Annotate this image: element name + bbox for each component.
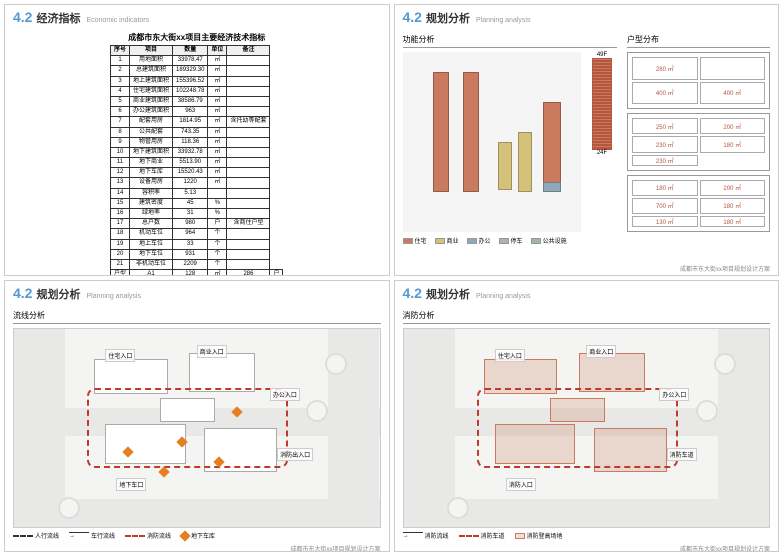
strip-label: 24F [587,150,617,156]
floorplan-box: 250 ㎡200 ㎡230 ㎡180 ㎡230 ㎡ [627,113,770,170]
tower-block [498,142,512,190]
floorplan-unit: 700 ㎡ [632,198,698,214]
table-title: 成都市东大街xx项目主要经济技术指标 [13,32,381,43]
tower-elevation-strip: 49F 24F [587,52,617,232]
floorplan-unit: 400 ㎡ [700,82,766,105]
section-number: 4.2 [403,285,422,301]
floor-plans: 280 ㎡400 ㎡400 ㎡250 ㎡200 ㎡230 ㎡180 ㎡230 ㎡… [627,52,770,232]
section-title: 规划分析 [36,286,80,302]
panel-content: 功能分析 49F 24F 住宅商业办公停车公共设施 户型分布 280 ㎡400 … [395,30,779,262]
building-footprint [189,353,255,393]
subheader-floorplan: 户型分布 [627,32,770,48]
panel-fire: 4.2 规划分析 Planning analysis 消防分析 住宅入口 商业入口… [394,280,780,552]
floorplan-unit: 180 ㎡ [632,180,698,196]
section-number: 4.2 [13,285,32,301]
legend: 住宅商业办公停车公共设施 [403,236,618,245]
section-sub: Planning analysis [86,293,140,300]
tower-block [463,72,479,192]
site-plan: 住宅入口 商业入口办公入口消防出入口地下车口 [13,328,381,528]
legend-item: 商业 [435,236,459,245]
panel-economic: 4.2 经济指标 Economic indicators 成都市东大街xx项目主… [4,4,390,276]
legend-item: 停车 [499,236,523,245]
floorplan-unit: 180 ㎡ [700,136,766,152]
panel-function: 4.2 规划分析 Planning analysis 功能分析 49F 24F … [394,4,780,276]
site-label: 办公入口 [270,388,300,401]
floorplan-unit: 180 ㎡ [700,198,766,214]
panel-header: 4.2 规划分析 Planning analysis [395,281,779,306]
legend-item: 办公 [467,236,491,245]
legend-item: →消防流线 [403,531,449,540]
building-footprint [579,353,645,393]
panel-content: 流线分析 住宅入口 商业入口办公入口消防出入口地下车口 人行流线 →车行流线 消防流线… [5,306,389,542]
site-label: 消防入口 [506,478,536,491]
floorplan-unit: 130 ㎡ [632,216,698,227]
panel-footer: 成都市东大街xx项目规划设计方案 [395,262,779,275]
tower-block [543,102,561,192]
economic-table: 序号项目数量单位备注 1用地面积33978.47㎡2总建筑面积189329.30… [110,45,283,276]
tower-block [518,132,532,192]
legend: 人行流线 →车行流线 消防流线 地下车库 [13,531,381,540]
panel-footer: 成都市东大街xx项目规划设计方案 [5,542,389,552]
legend-item: 住宅 [403,236,427,245]
site-plan: 住宅入口 商业入口办公入口消防车道消防入口 [403,328,771,528]
floorplan-box: 280 ㎡400 ㎡400 ㎡ [627,52,770,109]
section-title: 规划分析 [426,10,470,26]
section-title: 规划分析 [426,286,470,302]
section-title: 经济指标 [36,10,80,26]
floorplan-unit: 230 ㎡ [632,155,698,166]
panel-content: 成都市东大街xx项目主要经济技术指标 序号项目数量单位备注 1用地面积33978… [5,30,389,276]
section-sub: Planning analysis [476,293,530,300]
legend-item: 消防车道 [459,531,505,540]
section-sub: Economic indicators [86,17,149,24]
panel-header: 4.2 规划分析 Planning analysis [5,281,389,306]
floorplan-unit: 180 ㎡ [700,216,766,227]
site-label: 住宅入口 [495,349,525,362]
subheader-function: 功能分析 [403,32,618,48]
tower-block [543,182,561,192]
subheader-circulation: 流线分析 [13,308,381,324]
panel-footer: 成都市东大街xx项目规划设计方案 [395,542,779,552]
legend: →消防流线 消防车道 消防登高场地 [403,531,771,540]
marker-dot [159,466,170,477]
site-label: 消防出入口 [277,448,313,461]
section-number: 4.2 [403,9,422,25]
panel-header: 4.2 经济指标 Economic indicators [5,5,389,30]
site-label: 地下车口 [116,478,146,491]
legend-item: →车行流线 [69,531,115,540]
legend-item: 消防流线 [125,531,171,540]
floorplan-unit: 280 ㎡ [632,57,698,80]
legend-item: 消防登高场地 [515,531,563,540]
floorplan-unit: 250 ㎡ [632,118,698,134]
section-number: 4.2 [13,9,32,25]
site-label: 办公入口 [659,388,689,401]
floorplan-unit: 230 ㎡ [632,136,698,152]
floorplan-unit: 400 ㎡ [632,82,698,105]
legend-item: 地下车库 [181,531,215,540]
floorplan-unit: 200 ㎡ [700,118,766,134]
panel-circulation: 4.2 规划分析 Planning analysis 流线分析 住宅入口 商业入口… [4,280,390,552]
panel-content: 消防分析 住宅入口商业入口办公入口消防车道消防入口 →消防流线消防车道消防登高场… [395,306,779,542]
legend-item: 公共设施 [531,236,567,245]
site-label: 住宅入口 [105,349,135,362]
isometric-scene [403,52,582,232]
site-label: 商业入口 [197,345,227,358]
site-label: 消防车道 [667,448,697,461]
panel-header: 4.2 规划分析 Planning analysis [395,5,779,30]
subheader-fire: 消防分析 [403,308,771,324]
legend-item: 人行流线 [13,531,59,540]
floorplan-unit [700,57,766,80]
site-label: 商业入口 [586,345,616,358]
floorplan-box: 180 ㎡200 ㎡700 ㎡180 ㎡130 ㎡180 ㎡ [627,175,770,232]
floorplan-unit: 200 ㎡ [700,180,766,196]
tower-block [433,72,449,192]
section-sub: Planning analysis [476,17,530,24]
